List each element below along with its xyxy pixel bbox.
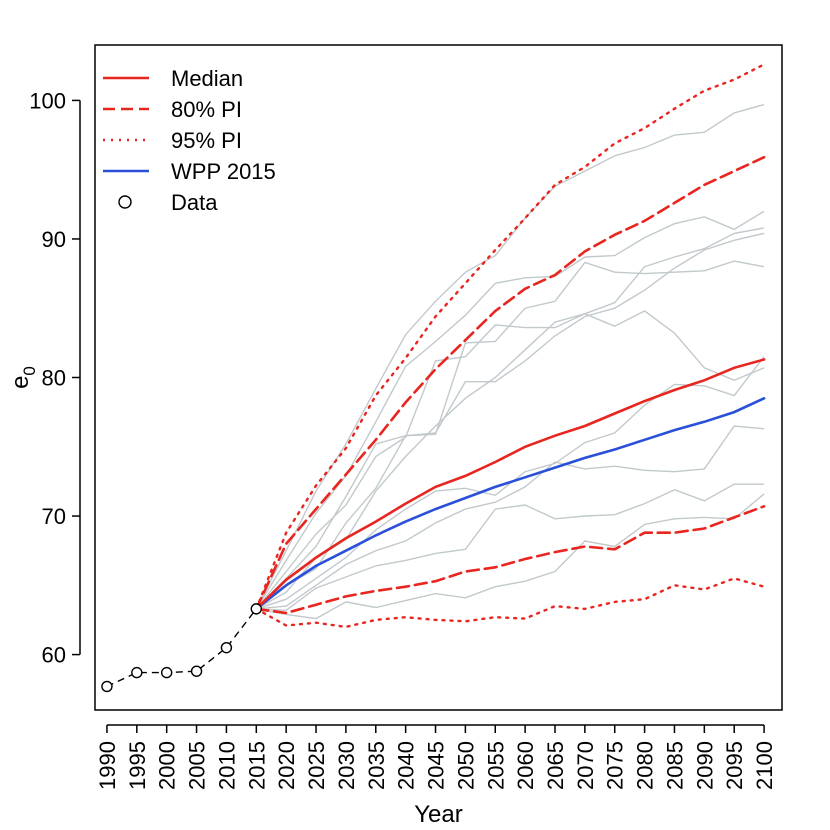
data-point (131, 666, 143, 679)
legend-label: Data (171, 190, 218, 215)
data-point (250, 603, 262, 615)
y-tick-label: 80 (42, 366, 66, 391)
x-tick-label: 2095 (722, 741, 747, 790)
series-line-median (255, 358, 766, 611)
y-axis-title-main: e (7, 376, 34, 389)
legend-label: Median (171, 66, 243, 91)
x-tick-label: 2030 (334, 741, 359, 790)
x-axis-title: Year (414, 801, 463, 828)
x-tick-label: 2020 (274, 741, 299, 790)
legend-label: 95% PI (171, 128, 242, 153)
series-line-95-pi (255, 577, 766, 629)
data-point (101, 680, 113, 693)
legend-label: WPP 2015 (171, 159, 276, 184)
trajectory-line (255, 232, 765, 610)
trajectory-line (256, 425, 765, 610)
y-tick-label: 100 (29, 88, 66, 113)
x-tick-label: 2070 (573, 741, 598, 790)
series-line-95-pi (255, 63, 766, 611)
x-tick-label: 2100 (752, 741, 777, 790)
x-tick-label: 2035 (364, 741, 389, 790)
trajectory-line (256, 483, 765, 612)
x-tick-label: 2085 (662, 741, 687, 790)
trajectory-line (255, 103, 765, 610)
series-line-wpp-2015 (255, 397, 766, 611)
trajectory-line (255, 227, 765, 610)
x-tick-label: 2000 (155, 741, 180, 790)
x-tick-label: 2025 (304, 741, 329, 790)
x-tick-label: 2060 (513, 741, 538, 790)
x-tick-label: 2055 (483, 741, 508, 790)
x-tick-label: 2005 (185, 741, 210, 790)
x-tick-label: 2045 (424, 741, 449, 790)
data-point (160, 666, 173, 679)
trajectory-line (256, 356, 765, 610)
trajectory-line (256, 493, 765, 620)
y-tick-label: 70 (42, 504, 66, 529)
y-axis-title: e0 (7, 366, 39, 389)
y-tick-label: 90 (42, 227, 66, 252)
series-lines (255, 63, 766, 629)
x-tick-label: 1995 (125, 741, 150, 790)
trajectory-lines (255, 103, 765, 620)
y-tick-label: 60 (42, 643, 66, 668)
data-point (190, 665, 203, 677)
legend-label: 80% PI (171, 97, 242, 122)
x-tick-label: 2010 (214, 741, 239, 790)
legend: Median 80% PI 95% PI WPP 2015 Data (103, 66, 276, 215)
x-tick-label: 2065 (543, 741, 568, 790)
trajectory-line (255, 260, 765, 610)
data-connector-line (106, 608, 257, 688)
y-axis-title-subscript: 0 (20, 366, 39, 375)
x-tick-label: 2090 (692, 741, 717, 790)
x-tick-label: 2075 (603, 741, 628, 790)
x-tick-label: 1990 (95, 741, 120, 790)
series-line-80-pi (255, 505, 766, 615)
x-tick-label: 2080 (633, 741, 658, 790)
data-point (220, 641, 233, 654)
plot-frame (94, 44, 783, 711)
x-tick-label: 2040 (394, 741, 419, 790)
x-tick-label: 2050 (453, 741, 478, 790)
series-line-80-pi (255, 155, 766, 611)
axes: 1990 1995 2000 2005 2010 2015 2020 2025 2030 2035… (29, 88, 777, 790)
observed-data (101, 603, 262, 693)
x-tick-label: 2015 (244, 741, 269, 790)
legend-key-circle (118, 195, 132, 209)
